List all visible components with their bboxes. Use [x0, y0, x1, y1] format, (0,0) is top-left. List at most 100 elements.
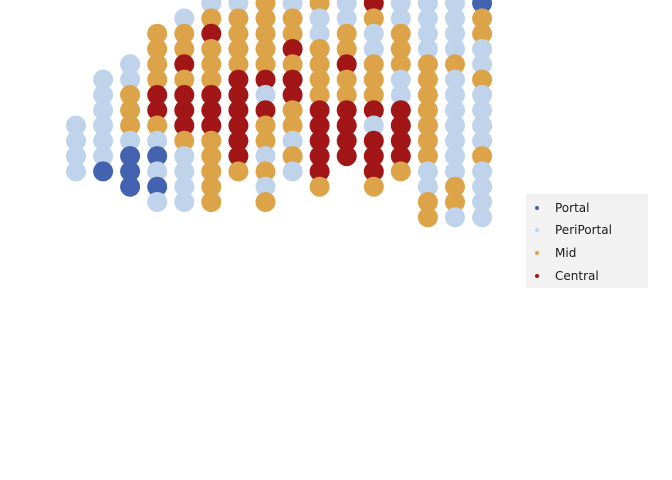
spot-mid	[282, 115, 303, 136]
spot-periportal	[445, 69, 465, 90]
spot-periportal	[390, 84, 411, 105]
spot-mid	[201, 54, 222, 75]
spot-mid	[282, 100, 303, 121]
spot-periportal	[147, 130, 168, 151]
spot-mid	[147, 115, 168, 136]
spot-central	[336, 100, 357, 121]
spot-central	[174, 84, 195, 105]
legend-item-portal: Portal	[526, 197, 589, 219]
spot-mid	[255, 115, 276, 136]
legend-swatch-central	[535, 274, 539, 278]
spot-mid	[363, 54, 384, 75]
spot-periportal	[120, 54, 141, 75]
spot-central	[201, 115, 222, 136]
spot-periportal	[120, 69, 141, 90]
spot-periportal	[472, 192, 493, 212]
legend: Portal PeriPortal Mid Central	[526, 194, 648, 288]
spot-portal	[93, 161, 114, 182]
spot-mid	[201, 8, 222, 29]
spot-periportal	[93, 146, 114, 167]
spot-mid	[336, 84, 357, 105]
spot-mid	[201, 176, 222, 197]
spot-mid	[336, 69, 357, 90]
spot-central	[147, 100, 168, 121]
spot-periportal	[66, 146, 86, 167]
spot-portal	[120, 146, 141, 167]
spot-periportal	[445, 146, 465, 167]
spot-central	[228, 130, 249, 151]
spot-mid	[174, 23, 195, 44]
legend-item-central: Central	[526, 265, 599, 287]
spot-mid	[255, 161, 276, 182]
spot-mid	[417, 100, 438, 121]
spot-mid	[309, 176, 330, 197]
spot-mid	[390, 161, 411, 182]
spot-periportal	[445, 39, 465, 59]
legend-label-portal: Portal	[555, 201, 590, 215]
legend-swatch-portal	[535, 206, 539, 210]
spot-mid	[363, 84, 384, 105]
legend-label-mid: Mid	[555, 246, 577, 260]
spot-periportal	[417, 8, 438, 29]
spot-central	[228, 84, 249, 105]
spot-central	[390, 146, 411, 167]
spot-central	[282, 84, 303, 105]
spot-mid	[282, 23, 303, 44]
spot-periportal	[363, 115, 384, 136]
spot-periportal	[174, 146, 195, 167]
spot-periportal	[445, 84, 465, 105]
spot-periportal	[417, 161, 438, 182]
spot-periportal	[93, 100, 114, 121]
spot-periportal	[417, 39, 438, 59]
spot-central	[336, 115, 357, 136]
spot-central	[309, 100, 330, 121]
spot-periportal	[147, 161, 168, 182]
spot-periportal	[93, 69, 114, 90]
spot-central	[201, 100, 222, 121]
spot-periportal	[174, 8, 195, 29]
legend-label-periportal: PeriPortal	[555, 223, 612, 237]
spot-periportal	[66, 161, 86, 182]
spot-periportal	[472, 84, 493, 105]
spot-periportal	[174, 161, 195, 182]
spot-central	[390, 100, 411, 121]
spot-periportal	[417, 23, 438, 44]
spot-central	[147, 84, 168, 105]
spot-mid	[445, 176, 465, 197]
spot-mid	[445, 54, 465, 75]
spot-mid	[282, 146, 303, 167]
spot-periportal	[417, 176, 438, 197]
spot-mid	[309, 84, 330, 105]
spot-periportal	[66, 115, 86, 136]
spot-mid	[201, 192, 222, 212]
spot-periportal	[255, 146, 276, 167]
spot-mid	[174, 69, 195, 90]
spot-mid	[282, 54, 303, 75]
spot-mid	[336, 23, 357, 44]
spot-mid	[228, 54, 249, 75]
spot-periportal	[472, 130, 493, 151]
spot-mid	[309, 54, 330, 75]
spot-periportal	[390, 8, 411, 29]
spot-mid	[228, 161, 249, 182]
spot-mid	[255, 39, 276, 59]
spot-mid	[201, 39, 222, 59]
spot-mid	[390, 54, 411, 75]
spot-central	[228, 100, 249, 121]
spot-central	[255, 100, 276, 121]
spot-mid	[282, 8, 303, 29]
spot-central	[390, 115, 411, 136]
spot-mid	[363, 176, 384, 197]
spot-periportal	[93, 115, 114, 136]
spot-mid	[336, 39, 357, 59]
spot-central	[336, 130, 357, 151]
spot-periportal	[445, 115, 465, 136]
spot-mid	[417, 84, 438, 105]
spot-periportal	[66, 130, 86, 151]
spot-mid	[417, 192, 438, 212]
spot-periportal	[445, 130, 465, 151]
spot-periportal	[445, 207, 465, 228]
spot-periportal	[282, 130, 303, 151]
spot-mid	[228, 8, 249, 29]
